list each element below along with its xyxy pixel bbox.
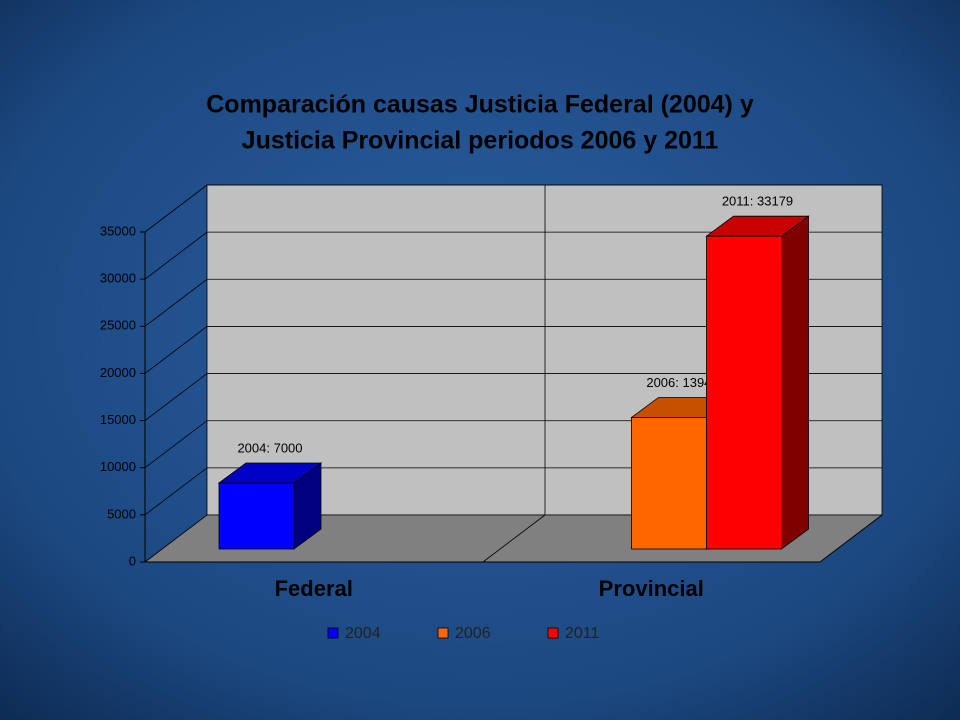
y-tick-label: 25000 (100, 318, 136, 333)
y-tick-label: 20000 (100, 365, 136, 380)
grid-line (144, 184, 882, 233)
bar (218, 482, 295, 550)
legend-label: 2011 (565, 625, 600, 642)
chart-title: Comparación causas Justicia Federal (200… (206, 91, 754, 119)
value-label: 2011: 33179 (722, 194, 793, 209)
chart-title: Justicia Provincial periodos 2006 y 2011 (242, 127, 719, 155)
bar (706, 235, 782, 550)
legend-label: 2006 (455, 625, 491, 642)
bar-side (781, 215, 809, 550)
grid-line (144, 231, 882, 280)
y-tick-label: 15000 (100, 412, 136, 427)
y-tick-label: 30000 (100, 271, 136, 286)
y-tick-label: 5000 (107, 506, 136, 521)
floor-edge (819, 514, 883, 563)
y-tick-label: 35000 (100, 223, 136, 238)
legend-swatch (327, 627, 339, 639)
legend-swatch (437, 627, 449, 639)
grid-line (144, 373, 882, 421)
bar (631, 417, 707, 550)
y-tick-label: 0 (129, 553, 136, 568)
legend-label: 2004 (345, 625, 381, 642)
value-label: 2006: 13948 (646, 375, 718, 390)
grid-line (144, 326, 882, 374)
value-label: 2004: 7000 (237, 440, 302, 455)
x-tick-label: Provincial (599, 576, 704, 601)
category-divider (482, 514, 546, 563)
legend-swatch (547, 627, 559, 639)
y-tick-label: 10000 (100, 459, 136, 474)
x-tick-label: Federal (275, 576, 353, 601)
grid-line (144, 278, 882, 327)
